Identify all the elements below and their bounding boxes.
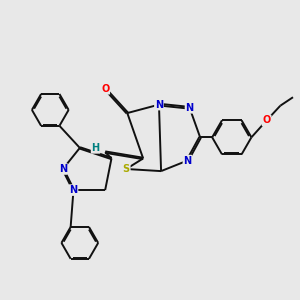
- Text: O: O: [262, 116, 271, 125]
- Text: S: S: [123, 164, 130, 174]
- Text: N: N: [183, 156, 191, 166]
- Text: H: H: [92, 143, 100, 153]
- Text: N: N: [155, 100, 163, 110]
- Text: N: N: [59, 164, 67, 174]
- Text: N: N: [185, 103, 194, 113]
- Text: N: N: [69, 185, 77, 195]
- Text: O: O: [101, 84, 109, 94]
